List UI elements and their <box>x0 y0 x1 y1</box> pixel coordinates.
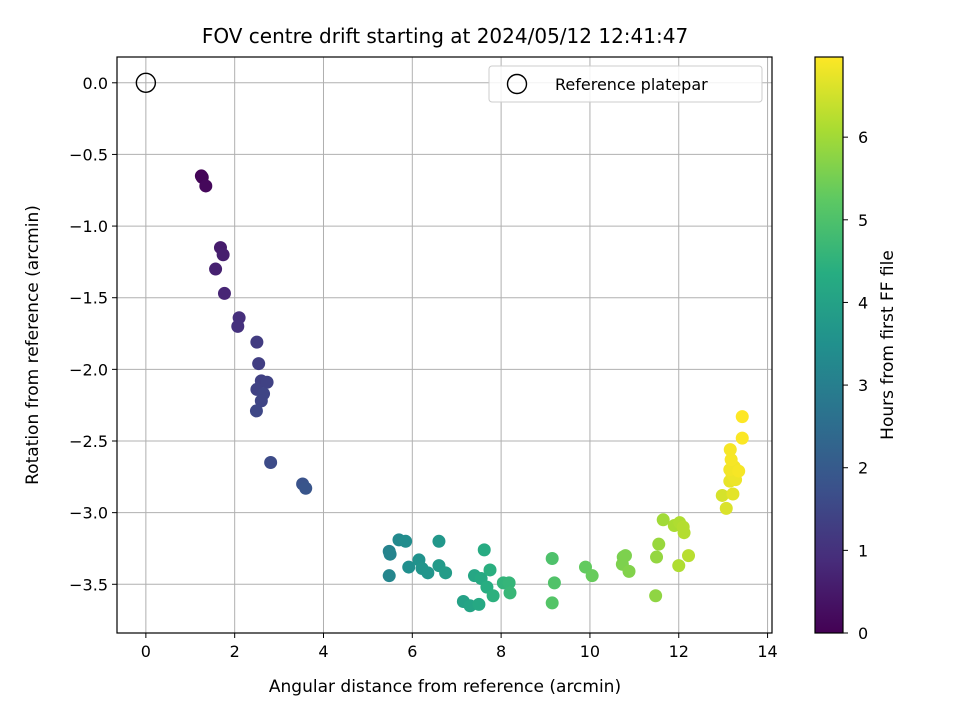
colorbar-ticks: 0 1 2 3 4 5 6 <box>843 128 868 643</box>
data-point <box>250 335 264 349</box>
data-point <box>719 501 733 515</box>
y-tick-label: 0.0 <box>83 74 108 93</box>
colorbar-tick-label: 4 <box>858 293 868 312</box>
y-tick-label: −1.5 <box>69 289 108 308</box>
data-point <box>715 488 729 502</box>
data-point <box>682 549 696 563</box>
data-point <box>402 560 416 574</box>
colorbar-gradient <box>815 57 843 633</box>
data-point <box>299 481 313 495</box>
data-point <box>439 566 453 580</box>
data-point <box>260 375 274 389</box>
x-axis-label: Angular distance from reference (arcmin) <box>269 677 621 697</box>
x-tick-label: 0 <box>141 642 151 661</box>
data-point <box>545 551 559 565</box>
y-tick-label: −0.5 <box>69 145 108 164</box>
data-point <box>472 597 486 611</box>
data-point <box>649 589 663 603</box>
data-point <box>672 559 686 573</box>
data-point <box>483 563 497 577</box>
x-tick-label: 6 <box>407 642 417 661</box>
data-point <box>622 564 636 578</box>
x-tick-label: 10 <box>580 642 600 661</box>
y-tick-label: −3.0 <box>69 504 108 523</box>
y-tick-label: −1.0 <box>69 217 108 236</box>
x-tick-label: 8 <box>496 642 506 661</box>
colorbar-tick-label: 0 <box>858 624 868 643</box>
y-tick-label: −2.5 <box>69 432 108 451</box>
data-point <box>677 526 691 540</box>
data-point <box>249 404 263 418</box>
legend-marker-icon <box>506 73 528 95</box>
data-point <box>209 262 223 276</box>
data-point <box>732 464 746 478</box>
data-point <box>217 286 231 300</box>
data-point <box>231 319 245 333</box>
data-point <box>254 394 268 408</box>
data-point <box>421 566 435 580</box>
data-point <box>650 550 664 564</box>
data-point <box>726 487 740 501</box>
data-point <box>502 576 516 590</box>
y-axis-label: Rotation from reference (arcmin) <box>23 205 43 485</box>
legend: Reference platepar <box>488 65 763 103</box>
plot-frame <box>116 56 773 634</box>
y-tick-label: −3.5 <box>69 575 108 594</box>
scatter-points <box>194 169 749 613</box>
x-tick-label: 2 <box>230 642 240 661</box>
legend-label: Reference platepar <box>555 75 708 94</box>
data-point <box>399 534 413 548</box>
data-point <box>545 596 559 610</box>
data-point <box>216 248 230 262</box>
data-point <box>264 455 278 469</box>
colorbar-frame <box>814 56 844 634</box>
data-point <box>547 576 561 590</box>
data-point <box>382 569 396 583</box>
x-tick-label: 14 <box>757 642 777 661</box>
data-point <box>656 513 670 527</box>
data-point <box>735 410 749 424</box>
colorbar-label: Hours from first FF file <box>878 250 898 440</box>
chart-title: FOV centre drift starting at 2024/05/12 … <box>202 24 688 48</box>
reference-platepar-marker <box>135 72 157 93</box>
data-point <box>652 537 666 551</box>
data-point <box>486 589 500 603</box>
data-point <box>252 357 266 371</box>
colorbar-tick-label: 1 <box>858 541 868 560</box>
colorbar-tick-label: 2 <box>858 459 868 478</box>
data-point <box>585 569 599 583</box>
data-point <box>477 543 491 557</box>
x-tick-label: 12 <box>669 642 689 661</box>
y-tick-label: −2.0 <box>69 360 108 379</box>
colorbar-tick-label: 3 <box>858 376 868 395</box>
colorbar-tick-label: 6 <box>858 128 868 147</box>
colorbar: 0 1 2 3 4 5 6 Hours from first FF file <box>814 56 898 643</box>
y-axis-ticks: 0.0 −0.5 −1.0 −1.5 −2.0 −2.5 −3.0 −3.5 <box>69 74 117 594</box>
data-point <box>383 547 397 561</box>
data-point <box>735 431 749 445</box>
grid-lines <box>117 57 772 633</box>
colorbar-tick-label: 5 <box>858 211 868 230</box>
data-point <box>432 534 446 548</box>
x-tick-label: 4 <box>318 642 328 661</box>
data-point <box>199 179 213 193</box>
data-point <box>723 443 737 457</box>
x-axis-ticks: 0 2 4 6 8 10 12 14 <box>141 633 778 661</box>
data-point <box>503 586 517 600</box>
data-point <box>724 453 738 467</box>
legend-box <box>488 65 763 103</box>
